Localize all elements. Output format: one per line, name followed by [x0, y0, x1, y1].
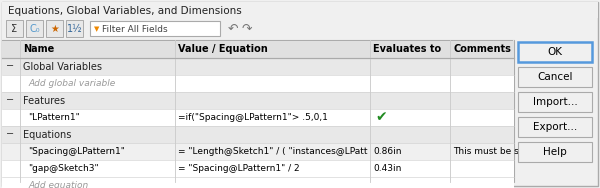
Text: This must be solved first: This must be solved first [453, 147, 565, 156]
Bar [2, 2, 598, 18]
Text: Export...: Export... [533, 122, 577, 132]
Text: ↷: ↷ [242, 23, 253, 36]
Text: −: − [6, 130, 14, 139]
Bar [26, 20, 43, 37]
Text: C₀: C₀ [29, 24, 40, 34]
Text: Filter All Fields: Filter All Fields [102, 24, 167, 33]
Text: "LPattern1": "LPattern1" [28, 113, 80, 122]
Text: Value / Equation: Value / Equation [178, 44, 268, 54]
Text: Import...: Import... [533, 97, 577, 107]
Text: Add equation: Add equation [28, 181, 88, 188]
Bar [6, 20, 23, 37]
Text: OK: OK [548, 47, 563, 57]
Text: Features: Features [23, 96, 65, 105]
Bar [2, 92, 514, 109]
Text: Name: Name [23, 44, 54, 54]
Text: ★: ★ [50, 24, 59, 34]
Text: Σ: Σ [11, 24, 17, 34]
Text: = "Spacing@LPattern1" / 2: = "Spacing@LPattern1" / 2 [178, 164, 299, 173]
Bar [66, 20, 83, 37]
Text: "gap@Sketch3": "gap@Sketch3" [28, 164, 98, 173]
Text: Global Variables: Global Variables [23, 61, 102, 71]
Text: Add global variable: Add global variable [28, 79, 115, 88]
Bar [90, 21, 220, 36]
Bar [2, 143, 514, 160]
Text: ▼: ▼ [94, 26, 100, 32]
Text: Comments: Comments [453, 44, 511, 54]
Text: 1½: 1½ [67, 24, 82, 34]
Bar [518, 92, 592, 112]
Text: Equations, Global Variables, and Dimensions: Equations, Global Variables, and Dimensi… [8, 6, 242, 16]
Bar [518, 67, 592, 87]
Text: 0.86in: 0.86in [373, 147, 401, 156]
Text: −: − [6, 96, 14, 105]
Text: 0.43in: 0.43in [373, 164, 401, 173]
Text: Evaluates to: Evaluates to [373, 44, 441, 54]
Bar [2, 18, 512, 40]
Bar [2, 177, 514, 188]
Text: ↶: ↶ [228, 23, 239, 36]
Bar [518, 42, 592, 62]
Bar [2, 40, 514, 182]
Bar [2, 75, 514, 92]
Text: ✔: ✔ [375, 111, 386, 124]
Bar [2, 58, 514, 75]
Text: Equations: Equations [23, 130, 71, 139]
Text: = "Length@Sketch1" / ( "instances@LPatt: = "Length@Sketch1" / ( "instances@LPatt [178, 147, 367, 156]
Bar [2, 109, 514, 126]
Bar [2, 40, 514, 58]
Text: =if("Spacing@LPattern1"> .5,0,1: =if("Spacing@LPattern1"> .5,0,1 [178, 113, 328, 122]
Bar [2, 160, 514, 177]
Text: −: − [6, 61, 14, 71]
Bar [518, 142, 592, 162]
Text: Cancel: Cancel [537, 72, 573, 82]
Bar [46, 20, 63, 37]
Text: Help: Help [543, 147, 567, 157]
Bar [2, 126, 514, 143]
Text: "Spacing@LPattern1": "Spacing@LPattern1" [28, 147, 125, 156]
Bar [518, 117, 592, 137]
